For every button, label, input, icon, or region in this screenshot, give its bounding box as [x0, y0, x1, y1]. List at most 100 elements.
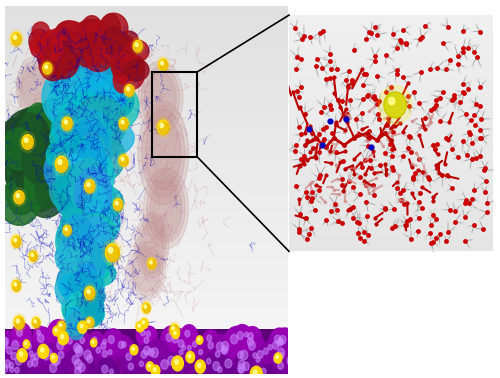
Circle shape: [60, 324, 62, 327]
Ellipse shape: [56, 240, 89, 274]
Ellipse shape: [78, 43, 94, 67]
Ellipse shape: [76, 19, 108, 41]
Ellipse shape: [82, 299, 101, 326]
Ellipse shape: [83, 23, 112, 48]
Circle shape: [161, 360, 168, 369]
Ellipse shape: [88, 42, 102, 60]
Circle shape: [53, 326, 60, 336]
Ellipse shape: [53, 50, 80, 71]
Ellipse shape: [70, 158, 108, 214]
Circle shape: [253, 353, 257, 358]
Circle shape: [141, 350, 147, 358]
Circle shape: [47, 348, 62, 369]
Ellipse shape: [112, 52, 131, 74]
Ellipse shape: [56, 130, 92, 177]
Circle shape: [74, 343, 80, 352]
Circle shape: [106, 365, 120, 378]
Circle shape: [88, 320, 90, 323]
Circle shape: [142, 326, 157, 345]
Ellipse shape: [68, 292, 87, 319]
Ellipse shape: [16, 153, 38, 197]
Circle shape: [87, 319, 94, 328]
Ellipse shape: [62, 33, 85, 58]
Circle shape: [64, 333, 79, 353]
Ellipse shape: [59, 274, 89, 300]
Ellipse shape: [58, 144, 90, 174]
Circle shape: [230, 335, 238, 344]
Circle shape: [73, 356, 95, 378]
Circle shape: [272, 341, 295, 371]
Circle shape: [238, 360, 244, 368]
Circle shape: [50, 363, 56, 372]
Circle shape: [32, 327, 54, 355]
Circle shape: [203, 354, 217, 372]
Circle shape: [17, 349, 27, 362]
Circle shape: [198, 363, 200, 367]
Circle shape: [128, 363, 134, 370]
Ellipse shape: [64, 87, 112, 143]
Circle shape: [122, 347, 140, 371]
Ellipse shape: [26, 104, 64, 137]
Circle shape: [6, 346, 25, 372]
Circle shape: [51, 333, 74, 363]
Ellipse shape: [32, 119, 63, 162]
Circle shape: [123, 82, 136, 99]
Circle shape: [250, 349, 263, 366]
Circle shape: [224, 327, 248, 358]
Circle shape: [64, 227, 71, 235]
Circle shape: [140, 361, 143, 367]
Ellipse shape: [100, 13, 128, 43]
Ellipse shape: [115, 50, 131, 77]
Ellipse shape: [88, 43, 118, 74]
Circle shape: [194, 356, 212, 378]
Circle shape: [178, 340, 184, 347]
Ellipse shape: [21, 115, 52, 185]
Ellipse shape: [77, 265, 103, 304]
Ellipse shape: [58, 48, 90, 82]
Ellipse shape: [74, 297, 91, 330]
Circle shape: [160, 61, 164, 65]
Circle shape: [58, 323, 66, 332]
Circle shape: [200, 363, 205, 370]
Ellipse shape: [58, 234, 96, 281]
Ellipse shape: [22, 66, 45, 107]
Circle shape: [273, 356, 292, 378]
Ellipse shape: [87, 42, 103, 67]
Circle shape: [30, 253, 37, 262]
Circle shape: [76, 346, 83, 356]
Circle shape: [58, 160, 62, 164]
Circle shape: [134, 40, 142, 52]
Ellipse shape: [73, 51, 118, 105]
Ellipse shape: [30, 37, 46, 57]
Circle shape: [40, 348, 44, 352]
Circle shape: [242, 332, 262, 358]
Ellipse shape: [30, 149, 66, 195]
Circle shape: [238, 364, 244, 373]
Circle shape: [279, 335, 286, 344]
Ellipse shape: [78, 260, 116, 287]
Ellipse shape: [48, 38, 64, 60]
Circle shape: [14, 282, 20, 291]
Circle shape: [172, 335, 178, 343]
Ellipse shape: [8, 158, 42, 197]
Circle shape: [196, 358, 213, 378]
Circle shape: [20, 132, 36, 152]
Ellipse shape: [85, 182, 115, 212]
Ellipse shape: [81, 40, 106, 58]
Circle shape: [238, 367, 243, 373]
Ellipse shape: [56, 219, 88, 264]
Ellipse shape: [79, 304, 104, 327]
Ellipse shape: [78, 137, 106, 193]
Circle shape: [50, 353, 58, 363]
Circle shape: [186, 352, 194, 363]
Circle shape: [0, 358, 2, 365]
Ellipse shape: [84, 222, 109, 268]
Circle shape: [11, 362, 26, 378]
Circle shape: [184, 341, 197, 358]
Ellipse shape: [82, 39, 106, 66]
Circle shape: [212, 346, 227, 366]
Circle shape: [274, 347, 291, 369]
Circle shape: [218, 367, 222, 373]
Circle shape: [12, 280, 20, 291]
Circle shape: [105, 345, 118, 362]
